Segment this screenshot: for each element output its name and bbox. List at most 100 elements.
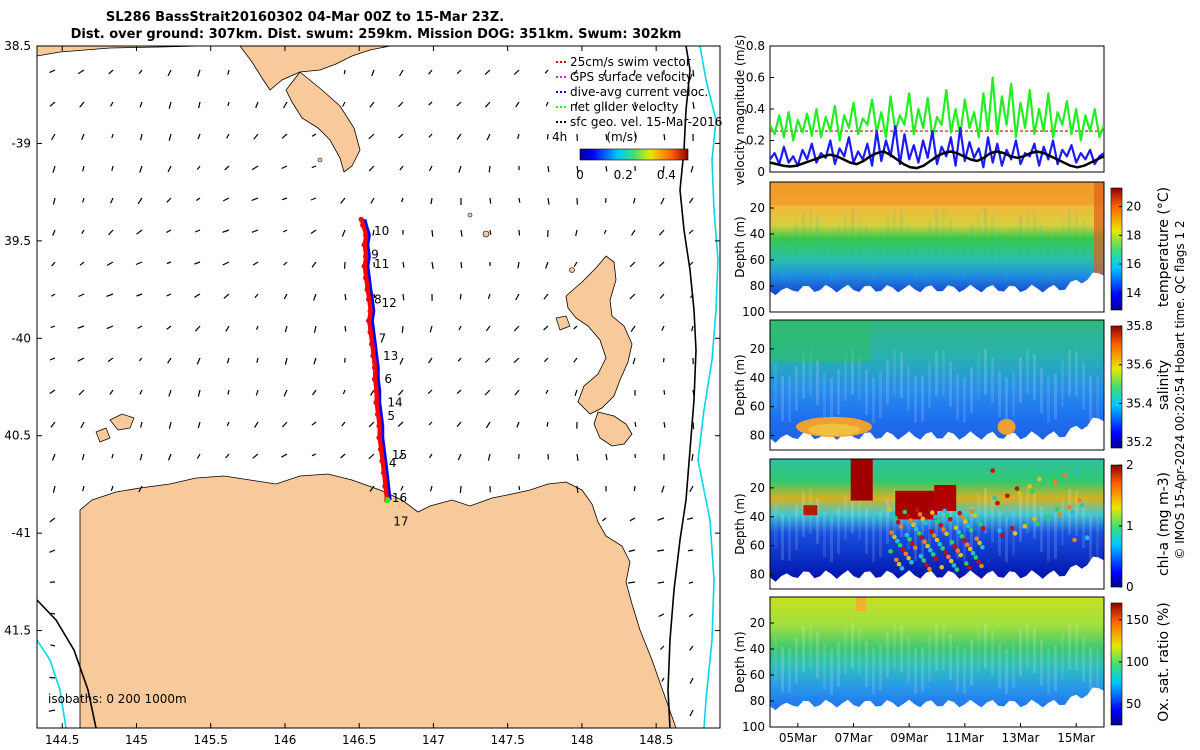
velocity-arrow — [484, 357, 491, 363]
chla-dot — [1044, 514, 1050, 520]
track-point — [373, 400, 379, 406]
section-texture — [823, 372, 826, 419]
chla-dot — [975, 517, 980, 523]
section-ylabel: Depth (m) — [733, 354, 747, 415]
velocity-arrow — [634, 133, 637, 139]
velocity-arrow — [224, 165, 230, 171]
colorbar-tick: 0.2 — [614, 168, 633, 182]
chla-dot — [923, 520, 928, 526]
section-texture — [774, 363, 777, 409]
track-point — [369, 341, 375, 347]
section-texture — [844, 628, 847, 675]
velocity-ytick-label: 0.6 — [746, 71, 765, 85]
section-colorbar-tick: 100 — [1126, 655, 1149, 669]
velocity-arrow — [573, 325, 578, 330]
legend-item: net glider velocity — [570, 100, 678, 114]
section-texture — [928, 635, 931, 682]
section-texture — [781, 514, 784, 560]
velocity-arrow — [628, 581, 636, 584]
track-point — [367, 329, 373, 335]
section-texture — [1026, 349, 1029, 395]
section-texture — [816, 632, 819, 678]
section-xtick-label: 11Mar — [946, 731, 984, 745]
salinity-patch — [770, 320, 871, 362]
velocity-arrow — [166, 325, 172, 330]
chla-dot — [1077, 497, 1082, 503]
section-texture — [1082, 221, 1085, 267]
section-texture — [879, 644, 882, 690]
velocity-arrow — [371, 69, 375, 77]
velocity-arrow — [602, 69, 607, 77]
section-texture — [1019, 496, 1022, 542]
section-texture — [837, 508, 840, 554]
velocity-arrow — [488, 165, 491, 173]
chla-dot — [966, 565, 972, 571]
chla-dot — [933, 556, 939, 561]
velocity-arrow — [49, 549, 56, 553]
chla-dot — [1057, 512, 1063, 517]
chla-dot — [920, 516, 926, 521]
chla-dot — [937, 541, 943, 547]
chla-high-block — [934, 485, 957, 511]
section-ytick-label: 60 — [750, 400, 765, 414]
section-texture — [879, 372, 882, 419]
chla-dot — [898, 524, 904, 529]
section-texture — [984, 349, 987, 395]
chla-dot — [910, 541, 915, 546]
velocity-arrow — [662, 165, 665, 173]
section-texture — [865, 508, 868, 554]
section-texture — [984, 488, 987, 534]
section-ytick-label: 80 — [750, 694, 765, 708]
velocity-arrow — [688, 229, 694, 235]
velocity-arrow — [629, 261, 636, 268]
velocity-arrow — [460, 261, 463, 269]
section-texture — [1005, 377, 1008, 424]
section-texture — [991, 215, 994, 262]
velocity-arrow — [77, 357, 85, 362]
velocity-arrow — [222, 261, 230, 266]
section-texture — [865, 369, 868, 415]
section-texture — [858, 214, 861, 260]
section-colorbar-label: salinity — [1156, 360, 1172, 410]
velocity-arrow — [605, 165, 608, 172]
velocity-arrow — [657, 549, 665, 552]
section-xtick-label: 15Mar — [1057, 731, 1095, 745]
velocity-arrow — [111, 133, 114, 139]
velocity-arrow — [691, 325, 694, 332]
velocity-arrow — [634, 421, 637, 427]
section-texture — [816, 217, 819, 263]
velocity-arrow — [282, 101, 288, 109]
section-colorbar-label: Ox. sat. ratio (%) — [1156, 602, 1172, 721]
section-ytick-label: 20 — [750, 201, 765, 215]
section-texture — [900, 352, 903, 398]
day-label: 14 — [387, 396, 402, 410]
map-ytick-label: -39 — [11, 136, 31, 150]
chla-dot — [904, 532, 909, 538]
velocity-arrow — [107, 357, 114, 363]
velocity-arrow — [254, 421, 259, 428]
colorbar-tick: 0 — [576, 168, 584, 182]
velocity-arrow — [429, 325, 433, 333]
velocity-arrow — [489, 197, 492, 204]
velocity-arrow — [428, 165, 433, 172]
section-texture — [893, 488, 896, 534]
section-ytick-label: 80 — [750, 279, 765, 293]
velocity-arrow — [110, 101, 114, 107]
chla-dot — [1009, 526, 1015, 531]
velocity-arrow — [50, 325, 56, 329]
section-colorbar-label: chl-a (mg m-3) — [1156, 472, 1172, 576]
chla-dot — [934, 537, 940, 543]
velocity-arrow — [660, 197, 665, 205]
velocity-arrow — [48, 709, 56, 712]
section-texture — [774, 636, 777, 682]
chla-dot — [908, 518, 913, 523]
section-ytick-label: 60 — [750, 539, 765, 553]
chla-dot — [1052, 479, 1058, 485]
section-texture — [802, 211, 805, 257]
velocity-arrow — [573, 69, 578, 76]
chla-dot — [1067, 505, 1072, 510]
velocity-arrow — [166, 229, 172, 234]
section-texture — [788, 515, 791, 561]
velocity-arrow — [518, 197, 521, 203]
